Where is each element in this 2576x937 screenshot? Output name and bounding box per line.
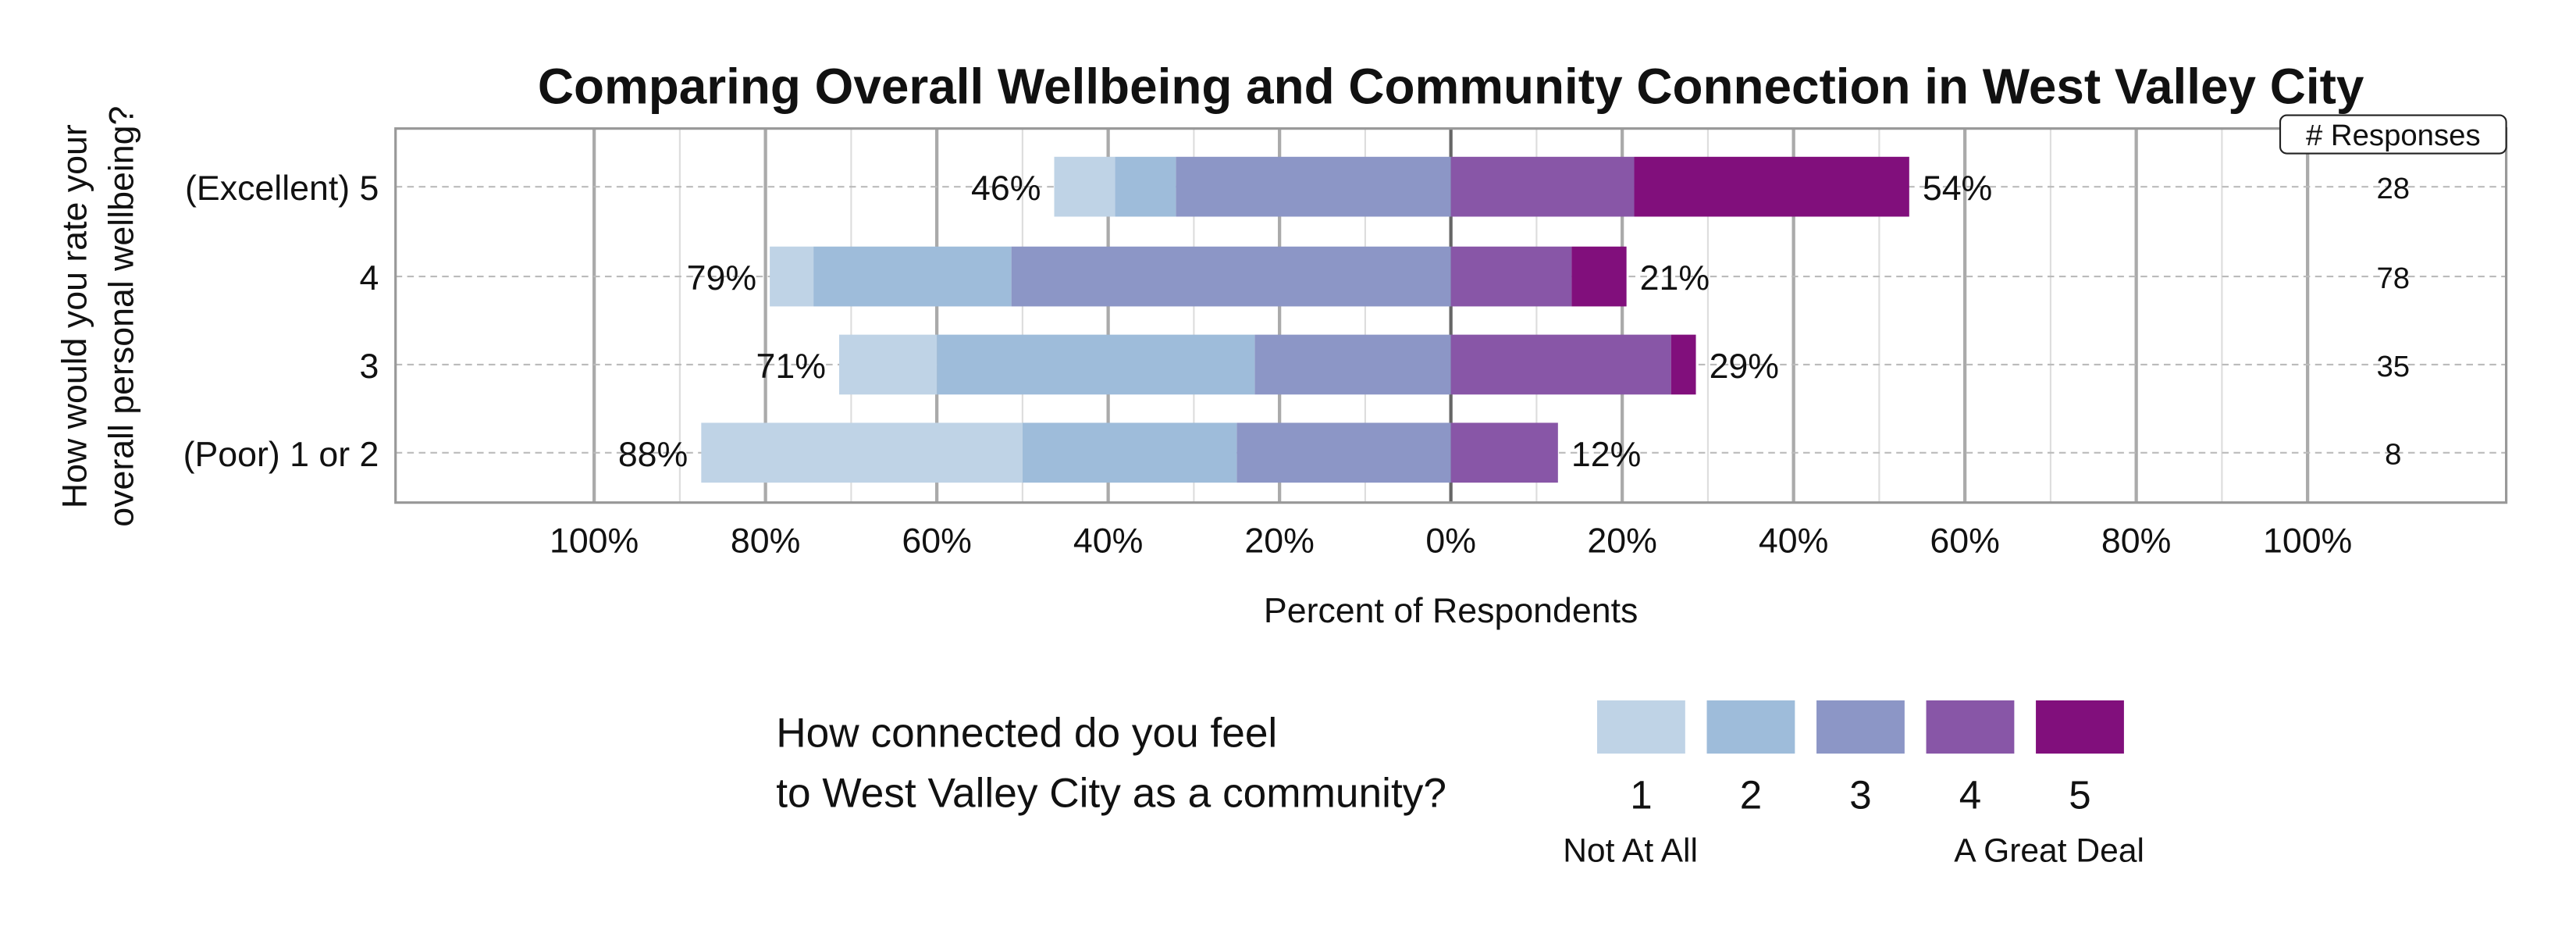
- responses-count: 35: [2376, 350, 2410, 383]
- x-axis-label: Percent of Respondents: [1264, 592, 1638, 630]
- right-percent-label: 29%: [1710, 347, 1779, 386]
- legend-low-label: Not At All: [1563, 832, 1698, 870]
- bars: [701, 156, 1909, 483]
- x-tick-label: 40%: [1073, 522, 1143, 561]
- responses-count: 78: [2376, 262, 2410, 295]
- y-tick-label: 3: [360, 347, 379, 386]
- bar-segment-4: [1450, 156, 1635, 217]
- bar-segment-3: [1011, 246, 1451, 307]
- y-axis-label: How would you rate your overall personal…: [56, 106, 141, 527]
- bar-segment-2: [813, 246, 1012, 307]
- right-percent-label: 12%: [1571, 436, 1641, 474]
- right-percent-label: 54%: [1923, 169, 1992, 208]
- legend-swatch-4: [1926, 700, 2015, 754]
- bar-segment-2: [1115, 156, 1176, 217]
- legend-swatch-5: [2036, 700, 2124, 754]
- legend-item-label: 2: [1740, 772, 1762, 817]
- y-tick-label: (Excellent) 5: [185, 169, 379, 208]
- x-tick-label: 100%: [550, 522, 639, 561]
- bar-segment-1: [701, 422, 1023, 483]
- bar-segment-1: [839, 334, 938, 395]
- x-tick-label: 40%: [1759, 522, 1828, 561]
- legend-swatch-3: [1816, 700, 1905, 754]
- left-percent-label: 79%: [687, 259, 756, 297]
- chart-title: Comparing Overall Wellbeing and Communit…: [538, 59, 2364, 115]
- legend-item-label: 3: [1849, 772, 1871, 817]
- bar-segment-5: [1571, 246, 1627, 307]
- bar-segment-5: [1670, 334, 1696, 395]
- bar-segment-1: [770, 246, 814, 307]
- x-tick-label: 80%: [731, 522, 800, 561]
- bar-segment-2: [1022, 422, 1237, 483]
- svg-text:overall personal wellbeing?: overall personal wellbeing?: [102, 106, 141, 527]
- bar-segment-3: [1236, 422, 1451, 483]
- legend-title-line-1: How connected do you feel: [776, 711, 1277, 757]
- legend-item-label: 5: [2069, 772, 2090, 817]
- x-tick-label: 20%: [1244, 522, 1314, 561]
- plot-border: [394, 127, 2508, 504]
- left-percent-label: 46%: [971, 169, 1041, 208]
- legend-swatch-2: [1706, 700, 1795, 754]
- x-tick-label: 0%: [1425, 522, 1476, 561]
- labels: 100% 80% 60% 40% 20% 0% 20% 40% 60% 80% 100% (Excel…: [183, 169, 2411, 560]
- svg-text:# Responses: # Responses: [2306, 119, 2481, 152]
- left-percent-label: 88%: [618, 436, 688, 474]
- left-percent-label: 71%: [756, 347, 826, 386]
- x-tick-label: 80%: [2101, 522, 2171, 561]
- x-tick-label: 100%: [2263, 522, 2352, 561]
- legend-high-label: A Great Deal: [1954, 832, 2144, 870]
- y-tick-label: (Poor) 1 or 2: [183, 436, 379, 474]
- bar-segment-4: [1450, 334, 1671, 395]
- legend: How connected do you feel to West Valley…: [776, 700, 2144, 870]
- x-tick-label: 60%: [1930, 522, 1999, 561]
- legend-item-label: 4: [1959, 772, 1981, 817]
- responses-count: 28: [2376, 172, 2410, 205]
- right-percent-label: 21%: [1640, 259, 1710, 297]
- bar-segment-1: [1054, 156, 1115, 217]
- bar-segment-4: [1450, 422, 1558, 483]
- bar-segment-4: [1450, 246, 1572, 307]
- responses-count: 8: [2385, 438, 2401, 472]
- legend-title-line-2: to West Valley City as a community?: [776, 770, 1446, 816]
- bar-segment-5: [1634, 156, 1909, 217]
- x-tick-label: 20%: [1587, 522, 1656, 561]
- bar-segment-2: [937, 334, 1255, 395]
- bar-segment-3: [1176, 156, 1451, 217]
- legend-item-label: 1: [1630, 772, 1652, 817]
- svg-text:How would you rate your: How would you rate your: [56, 124, 94, 508]
- responses-header: # Responses: [2279, 114, 2507, 155]
- bar-segment-3: [1254, 334, 1451, 395]
- y-tick-label: 4: [360, 259, 379, 297]
- x-tick-label: 60%: [902, 522, 971, 561]
- legend-swatch-1: [1597, 700, 1685, 754]
